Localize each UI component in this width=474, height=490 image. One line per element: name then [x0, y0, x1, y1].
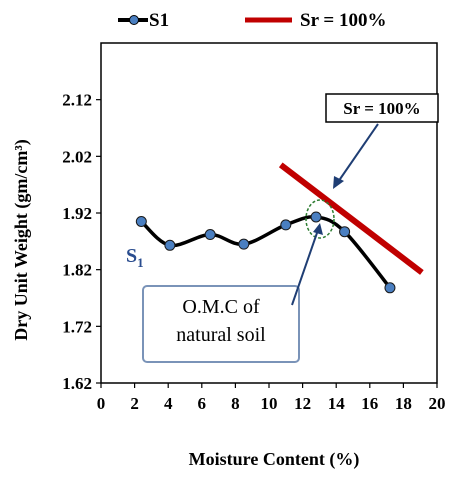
series-s1-point: [135, 216, 147, 227]
legend-s1-label: S1: [149, 10, 169, 31]
legend-sr-label: Sr = 100%: [300, 10, 386, 31]
legend: S1 Sr = 100%: [118, 10, 386, 31]
series-s1-point: [164, 239, 176, 251]
sr-callout-arrow: [337, 123, 379, 183]
sr-callout: Sr = 100%: [325, 93, 439, 189]
x-tick-label: 0: [97, 394, 106, 413]
omc-callout-arrowhead: [313, 223, 323, 235]
x-tick-label: 8: [231, 394, 240, 413]
x-tick-label: 20: [429, 394, 446, 413]
y-tick-label: 2.12: [62, 91, 92, 110]
sr-callout-arrowhead: [333, 176, 344, 189]
x-tick-label: 18: [395, 394, 412, 413]
series-s1-point: [384, 282, 396, 294]
series-s1-point: [310, 211, 322, 223]
series-label-s1: S1: [126, 245, 144, 270]
y-axis-title: Dry Unit Weight (gm/cm³): [11, 139, 32, 341]
series-sr-100-line: [278, 162, 424, 275]
x-tick-label: 4: [164, 394, 173, 413]
series-s1-point: [204, 229, 216, 241]
x-tick-label: 2: [130, 394, 139, 413]
sr-callout-box: [325, 93, 439, 123]
omc-callout: O.M.C of natural soil: [142, 199, 335, 363]
plot-area: 0 2 4 6 8 10 12 14 16 18 20 1.62 1.72 1.82 1.92 2.02 2.1…: [62, 42, 446, 413]
series-s1-line: [140, 215, 392, 289]
legend-entry-s1: S1: [118, 10, 169, 31]
omc-callout-box: [142, 285, 300, 363]
y-tick-label: 2.02: [62, 147, 92, 166]
omc-callout-line-1: O.M.C of: [182, 296, 260, 318]
sr-callout-text: Sr = 100%: [343, 99, 420, 118]
x-tick-label: 14: [328, 394, 346, 413]
x-tick-label: 16: [361, 394, 378, 413]
y-tick-label: 1.92: [62, 204, 92, 223]
x-axis-title: Moisture Content (%): [189, 449, 360, 470]
series-label-subscript: 1: [137, 255, 144, 270]
y-tick-label: 1.72: [62, 317, 92, 336]
omc-highlight-ellipse: [305, 199, 335, 239]
y-tick-label: 1.82: [62, 261, 92, 280]
y-tick-label: 1.62: [62, 374, 92, 393]
omc-callout-line-2: natural soil: [176, 324, 266, 346]
series-s1-point: [339, 226, 351, 238]
omc-callout-arrow: [291, 229, 319, 306]
x-tick-label: 6: [198, 394, 207, 413]
legend-entry-sr: Sr = 100%: [245, 10, 386, 31]
legend-s1-marker: [129, 15, 139, 25]
x-tick-label: 12: [294, 394, 311, 413]
series-s1-point: [280, 219, 292, 231]
series-label-letter: S: [126, 245, 137, 267]
series-s1-point: [238, 238, 250, 250]
x-tick-label: 10: [261, 394, 278, 413]
